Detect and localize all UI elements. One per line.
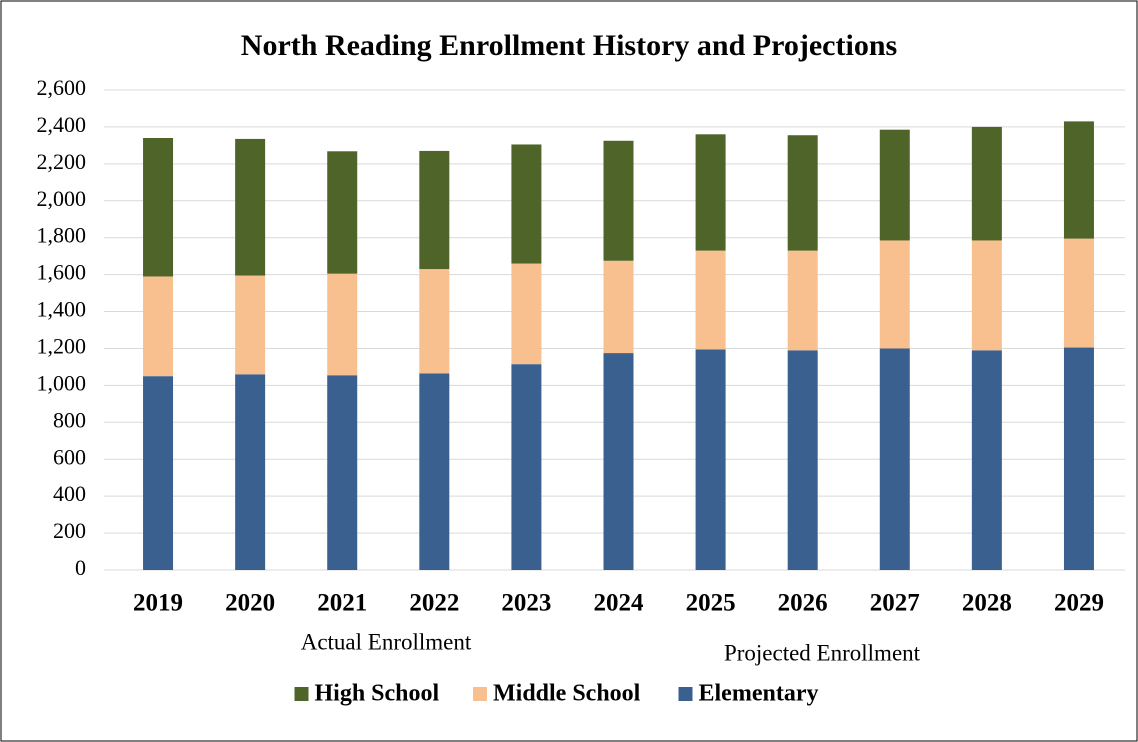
x-tick-label: 2024: [594, 590, 645, 617]
y-tick-label: 1,600: [37, 260, 87, 285]
bar-segment: [695, 134, 726, 251]
bar-segment: [971, 126, 1002, 241]
x-tick-label: 2025: [686, 590, 736, 617]
legend-label: Middle School: [493, 681, 641, 707]
legend-label: Elementary: [699, 681, 819, 707]
y-tick-label: 2,600: [37, 75, 87, 100]
bar-segment: [603, 140, 634, 261]
bar-segment: [695, 349, 726, 570]
y-tick-label: 200: [53, 518, 86, 543]
y-tick-label: 1,000: [37, 370, 87, 395]
bar-segment: [235, 275, 266, 375]
bar-segment: [327, 151, 358, 274]
bar-segment: [879, 129, 910, 241]
bar-segment: [235, 138, 266, 276]
bar-segment: [603, 353, 634, 570]
y-tick-label: 1,200: [37, 334, 87, 359]
annotation: Projected Enrollment: [724, 640, 921, 665]
bar-segment: [971, 350, 1002, 570]
legend-swatch: [678, 687, 693, 701]
bar-segment: [879, 348, 910, 570]
bar-segment: [143, 138, 174, 277]
y-tick-label: 800: [53, 407, 86, 432]
x-tick-label: 2021: [317, 590, 367, 617]
x-tick-label: 2029: [1054, 590, 1104, 617]
bar-segment: [511, 144, 542, 264]
bar-segment: [603, 260, 634, 354]
y-tick-label: 1,400: [37, 297, 87, 322]
legend-swatch: [473, 687, 487, 701]
y-tick-label: 2,200: [37, 149, 87, 174]
y-tick-label: 2,400: [37, 112, 87, 137]
bar-segment: [235, 374, 266, 570]
x-tick-label: 2023: [501, 590, 551, 617]
legend-swatch: [294, 687, 309, 701]
x-tick-label: 2022: [409, 590, 459, 617]
bar-segment: [327, 273, 358, 376]
bar-segment: [511, 263, 542, 365]
y-tick-label: 1,800: [37, 223, 87, 248]
x-tick-label: 2027: [870, 590, 920, 617]
annotation: Actual Enrollment: [301, 629, 472, 654]
bar-segment: [787, 350, 818, 570]
bar-segment: [143, 276, 174, 377]
bar-segment: [327, 375, 358, 570]
x-tick-label: 2028: [962, 590, 1012, 617]
bar-segment: [971, 240, 1002, 351]
legend-label: High School: [315, 681, 440, 707]
bar-segment: [419, 269, 450, 374]
x-tick-label: 2019: [133, 590, 183, 617]
bar-segment: [787, 250, 818, 351]
x-tick-label: 2026: [778, 590, 828, 617]
bar-segment: [695, 250, 726, 350]
bar-segment: [1063, 347, 1094, 570]
bar-segment: [879, 240, 910, 349]
y-tick-label: 0: [75, 555, 86, 580]
x-tick-label: 2020: [225, 590, 275, 617]
bar-segment: [1063, 121, 1094, 239]
y-tick-label: 600: [53, 444, 86, 469]
y-tick-label: 2,000: [37, 186, 87, 211]
chart-title: North Reading Enrollment History and Pro…: [241, 29, 897, 62]
bar-segment: [511, 364, 542, 570]
y-tick-label: 400: [53, 481, 86, 506]
bar-segment: [143, 376, 174, 570]
bar-segment: [419, 150, 450, 270]
bar-segment: [787, 135, 818, 251]
bar-segment: [419, 373, 450, 570]
bar-segment: [1063, 238, 1094, 348]
